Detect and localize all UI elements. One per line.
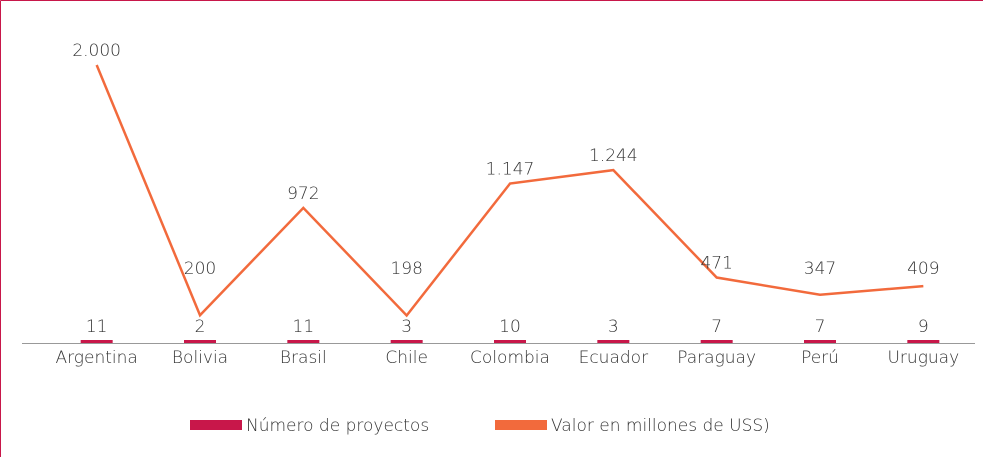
bar-label: 10 [499, 317, 521, 337]
bar [907, 340, 940, 343]
line-label: 1.244 [589, 146, 638, 166]
line-label: 2.000 [72, 41, 121, 61]
x-tick-label: Colombia [470, 348, 550, 368]
line-label: 198 [390, 259, 422, 279]
line-label: 972 [287, 184, 319, 204]
x-tick-label: Ecuador [579, 348, 648, 368]
bar [390, 340, 423, 343]
line-label: 347 [804, 259, 836, 279]
x-tick-label: Perú [801, 348, 839, 368]
legend-label: Valor en millones de USS) [551, 416, 770, 436]
x-tick-label: Chile [385, 348, 428, 368]
bar-label: 11 [86, 317, 108, 337]
bar [700, 340, 733, 343]
legend-label: Número de proyectos [246, 416, 429, 436]
line [95, 64, 924, 318]
bar-label: 2 [195, 317, 206, 337]
line-label: 409 [907, 259, 939, 279]
bar [287, 340, 320, 343]
legend-swatch [190, 420, 242, 430]
bar [184, 340, 216, 343]
bar [494, 340, 526, 343]
x-tick-label: Argentina [55, 348, 137, 368]
line-label: 471 [700, 254, 732, 274]
x-tick-label: Uruguay [887, 348, 959, 368]
legend-swatch [495, 420, 547, 430]
line-label: 200 [184, 259, 216, 279]
bar [597, 340, 630, 343]
bar [80, 340, 113, 343]
x-tick-label: Bolivia [172, 348, 228, 368]
bar-label: 9 [918, 317, 929, 337]
bar-label: 3 [401, 317, 412, 337]
bar-label: 3 [608, 317, 619, 337]
bar-label: 7 [711, 317, 722, 337]
bar-label: 11 [293, 317, 315, 337]
x-tick-label: Paraguay [677, 348, 756, 368]
line-label: 1.147 [486, 160, 535, 180]
x-tick-label: Brasil [280, 348, 327, 368]
bar-label: 7 [815, 317, 826, 337]
bar [804, 340, 836, 343]
